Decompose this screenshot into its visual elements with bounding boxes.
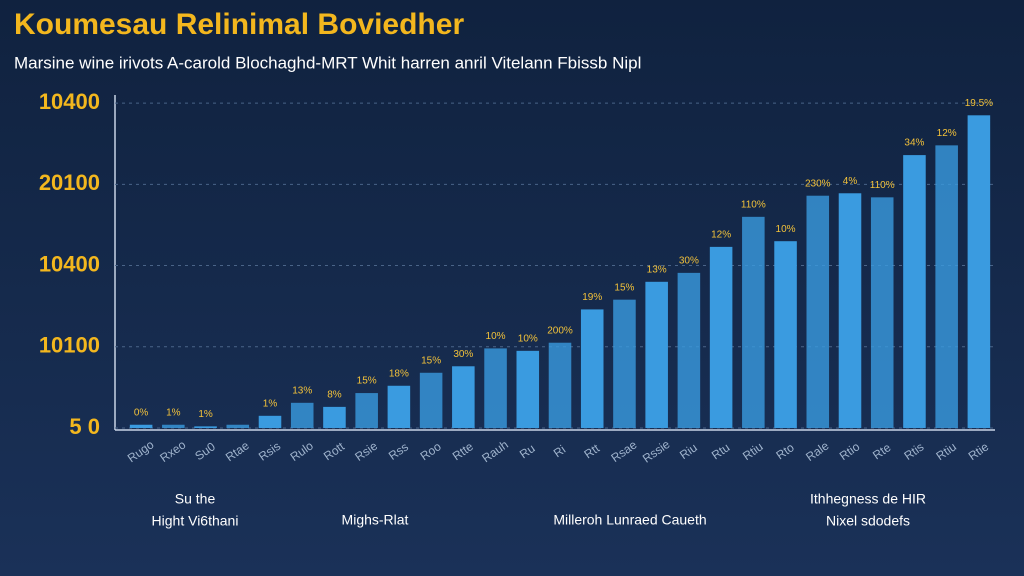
group-label: Mighs-Rlat: [342, 512, 409, 528]
bar: [387, 385, 411, 428]
y-tick-label: 10100: [39, 333, 100, 358]
bar: [290, 402, 314, 428]
bar: [258, 415, 282, 428]
bar: [162, 424, 185, 428]
bar-annotation: 10%: [486, 331, 506, 342]
bar-annotation: 12%: [711, 230, 731, 241]
y-tick-label: 20100: [39, 170, 100, 195]
bar: [677, 272, 701, 428]
bar: [484, 348, 507, 428]
bar: [226, 424, 250, 428]
bar-annotation: 0%: [134, 407, 149, 418]
bar: [806, 195, 830, 428]
bar: [903, 155, 926, 429]
bar: [580, 309, 604, 428]
bar: [935, 145, 958, 429]
bar-annotation: 19%: [582, 292, 602, 303]
y-tick-label: 10400: [39, 251, 100, 276]
y-tick-label: 10400: [39, 89, 100, 114]
bar-annotation: 15%: [614, 282, 634, 293]
bar: [452, 366, 475, 428]
group-label: Ithhegness de HIR: [810, 491, 926, 507]
bar-annotation: 30%: [679, 256, 699, 267]
group-label: Hight Vi6thani: [152, 513, 239, 529]
bar-annotation: 1%: [166, 407, 181, 418]
bar-annotation: 10%: [518, 333, 538, 344]
bar: [742, 216, 765, 428]
bar-annotation: 200%: [547, 325, 573, 336]
bar-annotation: 10%: [776, 224, 796, 235]
group-label: Milleroh Lunraed Caueth: [553, 512, 706, 528]
group-label: Su the: [175, 491, 216, 507]
bar: [967, 115, 991, 429]
bar-annotation: 110%: [741, 199, 766, 210]
bar-annotation: 18%: [389, 368, 409, 379]
bar-annotation: 19.5%: [965, 98, 993, 109]
bar: [709, 246, 733, 428]
bar-annotation: 1%: [198, 409, 213, 420]
bar-annotation: 15%: [421, 355, 441, 366]
bar: [516, 350, 540, 428]
bar-annotation: 110%: [870, 180, 895, 191]
bar: [838, 193, 862, 428]
bar-annotation: 34%: [904, 138, 924, 149]
bar-annotation: 13%: [292, 385, 312, 396]
chart-title: Koumesau Relinimal Boviedher: [14, 8, 464, 41]
bar: [129, 424, 153, 428]
bar: [613, 299, 636, 428]
bar: [774, 241, 797, 428]
bar: [323, 406, 346, 428]
bar-annotation: 13%: [647, 264, 667, 275]
bar: [419, 372, 443, 428]
chart-subtitle: Marsine wine irivots A-carold Blochaghd-…: [14, 53, 641, 72]
bar: [355, 393, 378, 428]
bar-annotation: 1%: [263, 398, 278, 409]
bar: [194, 426, 217, 428]
bar-annotation: 12%: [937, 128, 957, 139]
bar-annotation: 230%: [805, 178, 831, 189]
bar: [548, 342, 572, 428]
bar-annotation: 30%: [453, 349, 473, 360]
bar-annotation: 4%: [843, 176, 858, 187]
bar: [645, 281, 668, 428]
y-tick-label: 5 0: [69, 414, 100, 439]
bar-annotation: 8%: [327, 390, 342, 401]
group-label: Nixel sdodefs: [826, 513, 910, 529]
bar: [870, 197, 894, 428]
bar-annotation: 15%: [357, 376, 377, 387]
